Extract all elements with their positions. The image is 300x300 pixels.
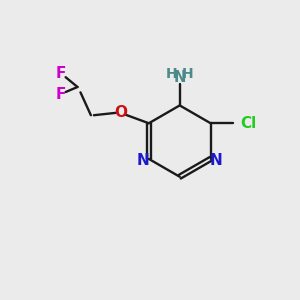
Text: H: H xyxy=(182,67,194,81)
Text: N: N xyxy=(137,153,150,168)
Text: O: O xyxy=(114,105,127,120)
Text: F: F xyxy=(56,66,66,81)
Text: N: N xyxy=(173,70,186,85)
Text: F: F xyxy=(56,87,66,102)
Text: Cl: Cl xyxy=(240,116,256,131)
Text: N: N xyxy=(210,153,222,168)
Text: H: H xyxy=(166,67,177,81)
